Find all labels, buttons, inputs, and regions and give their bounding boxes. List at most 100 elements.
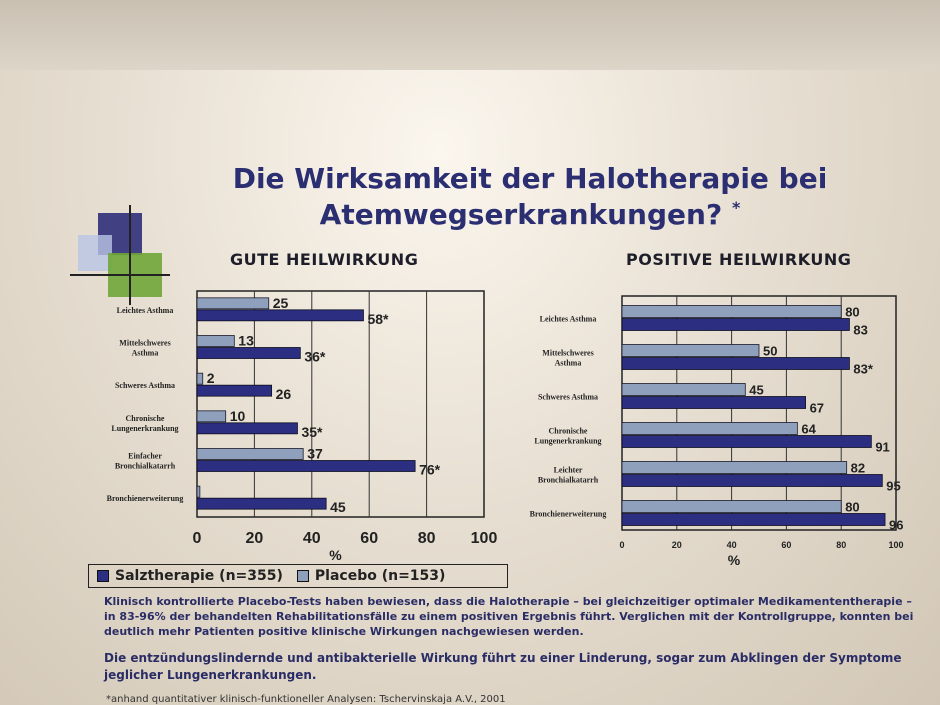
bar-placebo <box>196 448 304 460</box>
x-tick-label: 20 <box>672 540 682 550</box>
bar-salztherapie <box>621 357 850 370</box>
bar-placebo <box>196 297 270 310</box>
bar-placebo <box>196 335 235 347</box>
data-label-placebo: 37 <box>307 446 323 462</box>
data-label-placebo: 45 <box>749 383 763 398</box>
data-label-salztherapie: 35* <box>301 424 323 440</box>
data-label-placebo: 80 <box>845 305 859 320</box>
x-axis-label: % <box>728 552 741 568</box>
data-label-salztherapie: 58* <box>367 311 389 327</box>
bar-placebo <box>621 422 798 435</box>
data-label-salztherapie: 95 <box>886 479 900 494</box>
data-label-salztherapie: 83* <box>853 362 873 377</box>
data-label-salztherapie: 67 <box>810 401 824 416</box>
bar-salztherapie <box>196 384 273 397</box>
chart-right-title: POSITIVE HEILWIRKUNG <box>626 250 852 269</box>
bar-salztherapie <box>196 347 301 359</box>
bar-salztherapie <box>621 513 886 526</box>
footnote: *anhand quantitativer klinisch-funktione… <box>106 694 506 705</box>
bar-salztherapie <box>621 318 850 331</box>
x-tick-label: 40 <box>727 540 737 550</box>
category-label: Lungenerkrankung <box>111 424 178 433</box>
note-paragraph-1: Klinisch kontrollierte Placebo-Tests hab… <box>104 595 914 638</box>
category-label: Mittelschweres <box>119 339 170 348</box>
bar-placebo <box>621 344 760 357</box>
category-label: Chronische <box>549 427 588 436</box>
legend-swatch-salztherapie <box>97 570 109 582</box>
bar-salztherapie <box>196 497 327 510</box>
category-label: Asthma <box>132 349 159 358</box>
data-label-salztherapie: 96 <box>889 518 903 533</box>
crosshair-squares-logo <box>70 205 170 305</box>
data-label-placebo: 50 <box>763 344 777 359</box>
bar-salztherapie <box>196 460 416 472</box>
plot-frame <box>621 295 897 531</box>
category-label: Bronchienerweiterung <box>107 494 184 503</box>
data-label-salztherapie: 45 <box>330 499 346 515</box>
data-label-salztherapie: 26 <box>276 386 292 402</box>
bar-placebo <box>621 461 848 474</box>
legend-item-salztherapie: Salztherapie (n=355) <box>97 568 283 584</box>
category-label: Leichter <box>554 466 583 475</box>
legend-label-salztherapie: Salztherapie (n=355) <box>115 568 283 584</box>
bar-placebo <box>196 410 227 423</box>
x-tick-label: 80 <box>418 530 436 547</box>
bar-salztherapie <box>196 309 364 322</box>
plot-frame <box>196 290 485 518</box>
bar-salztherapie <box>621 474 883 487</box>
category-label: Leichtes Asthma <box>117 306 174 315</box>
poster-top-band <box>0 0 940 70</box>
x-tick-label: 80 <box>836 540 846 550</box>
category-label: Bronchienerweiterung <box>530 510 607 519</box>
category-label: Leichtes Asthma <box>540 315 597 324</box>
poster-title-line2-text: Atemwegserkrankungen? <box>319 198 723 231</box>
x-tick-label: 0 <box>193 530 202 547</box>
data-label-placebo: 82 <box>851 461 865 476</box>
bar-salztherapie <box>621 435 872 448</box>
poster-title-line1: Die Wirksamkeit der Halotherapie bei <box>232 162 828 195</box>
bar-placebo <box>621 305 842 318</box>
data-label-placebo: 64 <box>801 422 816 437</box>
category-label: Bronchialkatarrh <box>115 462 176 471</box>
data-label-placebo: 13 <box>238 333 254 349</box>
chart-legend: Salztherapie (n=355) Placebo (n=153) <box>88 564 508 588</box>
legend-item-placebo: Placebo (n=153) <box>296 568 446 584</box>
bar-salztherapie <box>196 422 298 435</box>
category-label: Schweres Asthma <box>115 381 175 390</box>
x-axis-label: % <box>329 547 342 563</box>
category-label: Chronische <box>126 414 165 423</box>
data-label-placebo: 80 <box>845 500 859 515</box>
data-label-salztherapie: 91 <box>875 440 889 455</box>
legend-swatch-placebo <box>296 570 309 582</box>
data-label-salztherapie: 36* <box>304 349 326 365</box>
category-label: Lungenerkrankung <box>534 437 601 446</box>
poster-title-line2: Atemwegserkrankungen? * <box>60 198 940 231</box>
category-label: Einfacher <box>128 452 162 461</box>
poster-title-asterisk: * <box>731 198 741 217</box>
x-tick-label: 60 <box>781 540 791 550</box>
note-paragraph-2: Die entzündungslindernde und antibakteri… <box>104 651 902 682</box>
bar-salztherapie <box>621 396 806 409</box>
data-label-placebo: 10 <box>230 408 246 424</box>
x-tick-label: 0 <box>619 540 624 550</box>
legend-label-placebo: Placebo (n=153) <box>314 568 446 584</box>
x-tick-label: 40 <box>303 530 321 547</box>
category-label: Bronchialkatarrh <box>538 476 599 485</box>
data-label-placebo: 25 <box>273 295 289 311</box>
bar-placebo <box>621 500 842 513</box>
category-label: Asthma <box>555 359 582 368</box>
category-label: Mittelschweres <box>542 349 593 358</box>
x-tick-label: 60 <box>360 530 378 547</box>
x-tick-label: 100 <box>888 540 903 550</box>
bar-placebo <box>196 485 201 498</box>
x-tick-label: 100 <box>471 530 498 547</box>
bar-placebo <box>196 372 204 385</box>
bar-placebo <box>621 383 746 396</box>
x-tick-label: 20 <box>246 530 264 547</box>
chart-left-title: GUTE HEILWIRKUNG <box>230 250 419 269</box>
data-label-salztherapie: 83 <box>853 323 867 338</box>
data-label-salztherapie: 76* <box>419 462 441 478</box>
